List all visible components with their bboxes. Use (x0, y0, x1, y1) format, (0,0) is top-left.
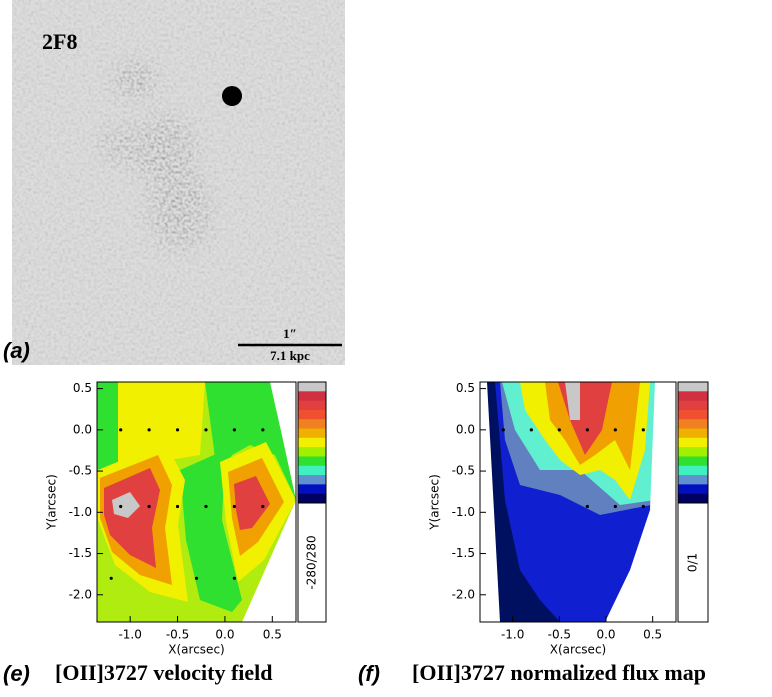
y-tick-label: -1.0 (69, 505, 92, 519)
y-tick-label: 0.5 (73, 381, 92, 395)
spaxel-point (641, 428, 645, 432)
colorbar-step (678, 391, 708, 402)
colorbar-step (678, 437, 708, 448)
x-tick-label: 0.5 (643, 628, 662, 642)
x-tick-label: -0.5 (166, 628, 189, 642)
panel-title: [OII]3727 normalized flux map (412, 660, 706, 685)
y-tick-label: 0.5 (456, 381, 475, 395)
colorbar-step (678, 447, 708, 457)
spaxel-point (204, 504, 208, 509)
colorbar-step (678, 428, 708, 439)
spaxel-point (109, 576, 113, 580)
colorbar-step (298, 475, 326, 485)
x-axis-label: X(arcsec) (168, 643, 224, 657)
colorbar-step (298, 382, 326, 392)
velocity-contours (97, 382, 296, 622)
colorbar-label: -280/280 (305, 535, 319, 589)
spaxel-point (557, 428, 561, 432)
y-tick-label: -2.0 (69, 587, 92, 601)
spaxel-point (232, 504, 237, 509)
colorbar-step (298, 409, 326, 420)
spaxel-point (585, 504, 589, 509)
colorbar-step (678, 419, 708, 430)
x-tick-label: 0.5 (263, 628, 282, 642)
colorbar-step (298, 400, 326, 411)
spaxel-point (194, 576, 199, 580)
x-tick-label: -1.0 (501, 628, 524, 642)
colorbar-step (678, 493, 708, 504)
colorbar-frame (297, 381, 327, 623)
y-tick-label: -0.5 (452, 464, 475, 478)
panel-title: [OII]3727 velocity field (55, 660, 273, 685)
colorbar-step (298, 447, 326, 457)
colorbar-step (678, 456, 708, 467)
colorbar-step (678, 465, 708, 476)
spaxel-point (119, 504, 123, 509)
panel-label: (e) (3, 661, 30, 686)
panel-label: (f) (358, 661, 380, 686)
y-tick-label: -1.5 (69, 546, 92, 560)
colorbar-step (298, 437, 326, 448)
spaxel-point (175, 428, 180, 432)
flux-contours (480, 382, 676, 622)
colorbar-step (678, 484, 708, 495)
y-tick-label: -1.5 (452, 546, 475, 560)
colorbar-step (298, 419, 326, 430)
colorbar-step (678, 409, 708, 420)
x-tick-label: -1.0 (118, 628, 141, 642)
colorbar-frame (677, 381, 709, 623)
colorbar-step (298, 428, 326, 439)
y-axis-label: Y(arcsec) (428, 474, 442, 531)
spaxel-point (501, 428, 505, 432)
colorbar-step (298, 456, 326, 467)
spaxel-point (641, 504, 645, 509)
colorbar-step (298, 493, 326, 504)
scale-bar-angle: 1″ (283, 326, 297, 341)
y-tick-label: -2.0 (452, 587, 475, 601)
colorbar-step (298, 465, 326, 476)
spaxel-point (613, 504, 617, 509)
y-tick-label: -0.5 (69, 464, 92, 478)
spaxel-point (261, 428, 265, 432)
scale-bar-distance: 7.1 kpc (270, 348, 310, 363)
panel-label: (a) (3, 338, 30, 363)
spaxel-point (147, 504, 151, 509)
colorbar-step (678, 382, 708, 392)
x-tick-label: 0.0 (596, 628, 615, 642)
y-tick-label: 0.0 (73, 422, 92, 436)
x-axis-label: X(arcsec) (550, 643, 606, 657)
colorbar-step (678, 475, 708, 485)
x-tick-label: 0.0 (215, 628, 234, 642)
plot-frame (479, 381, 677, 623)
colorbar-step (298, 391, 326, 402)
y-tick-label: 0.0 (456, 422, 475, 436)
spaxel-point (175, 504, 180, 509)
y-axis-label: Y(arcsec) (45, 474, 59, 531)
spaxel-point (261, 504, 265, 509)
spaxel-point (529, 428, 533, 432)
spaxel-point (232, 428, 237, 432)
spaxel-point (204, 428, 208, 432)
spaxel-point (585, 428, 589, 432)
spaxel-point (147, 428, 151, 432)
spaxel-point (232, 576, 237, 580)
colorbar-label: 0/1 (686, 553, 700, 572)
colorbar-step (298, 484, 326, 495)
y-tick-label: -1.0 (452, 505, 475, 519)
spaxel-point (119, 428, 123, 432)
plot-frame (96, 381, 297, 623)
galaxy-image: 2F8 1″ 7.1 kpc (a) (3, 0, 345, 365)
x-tick-label: -0.5 (548, 628, 571, 642)
spaxel-point (613, 428, 617, 432)
object-name: 2F8 (42, 29, 77, 54)
colorbar-step (678, 400, 708, 411)
